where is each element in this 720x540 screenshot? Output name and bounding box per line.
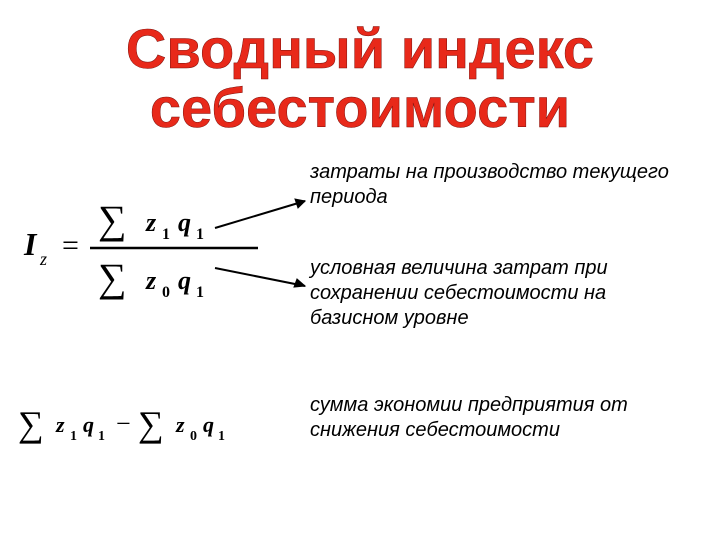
svg-text:∑: ∑ xyxy=(98,197,127,242)
svg-text:1: 1 xyxy=(218,429,225,444)
svg-text:1: 1 xyxy=(196,284,204,301)
svg-text:1: 1 xyxy=(196,226,204,243)
content-area: I z = ∑ z 1 q 1 ∑ z 0 q 1 затраты на про… xyxy=(0,138,720,518)
svg-text:1: 1 xyxy=(98,429,105,444)
svg-text:0: 0 xyxy=(162,284,170,301)
svg-text:z: z xyxy=(175,412,185,437)
svg-text:1: 1 xyxy=(70,429,77,444)
svg-text:z: z xyxy=(39,249,47,269)
arrow-numerator xyxy=(210,193,320,238)
svg-text:q: q xyxy=(178,266,191,295)
svg-text:∑: ∑ xyxy=(138,404,164,444)
svg-text:z: z xyxy=(55,412,65,437)
annotation-savings: сумма экономии предприятия от снижения с… xyxy=(310,393,680,443)
annotation-numerator: затраты на производство текущего периода xyxy=(310,160,670,210)
svg-text:z: z xyxy=(145,208,157,237)
title-line-2: себестоимости xyxy=(0,79,720,138)
svg-text:1: 1 xyxy=(162,226,170,243)
annotation-denominator: условная величина затрат при сохранении … xyxy=(310,256,680,331)
svg-text:0: 0 xyxy=(190,429,197,444)
svg-text:I: I xyxy=(23,226,38,262)
svg-text:q: q xyxy=(83,412,94,437)
savings-formula: ∑ z 1 q 1 − ∑ z 0 q 1 xyxy=(18,398,253,453)
svg-text:q: q xyxy=(178,208,191,237)
svg-text:−: − xyxy=(116,409,131,438)
svg-text:z: z xyxy=(145,266,157,295)
title-line-1: Сводный индекс xyxy=(0,20,720,79)
arrow-denominator xyxy=(210,258,320,298)
svg-text:q: q xyxy=(203,412,214,437)
svg-text:∑: ∑ xyxy=(98,255,127,300)
slide-title: Сводный индекс себестоимости xyxy=(0,0,720,138)
svg-text:∑: ∑ xyxy=(18,404,44,444)
svg-text:=: = xyxy=(62,229,79,262)
